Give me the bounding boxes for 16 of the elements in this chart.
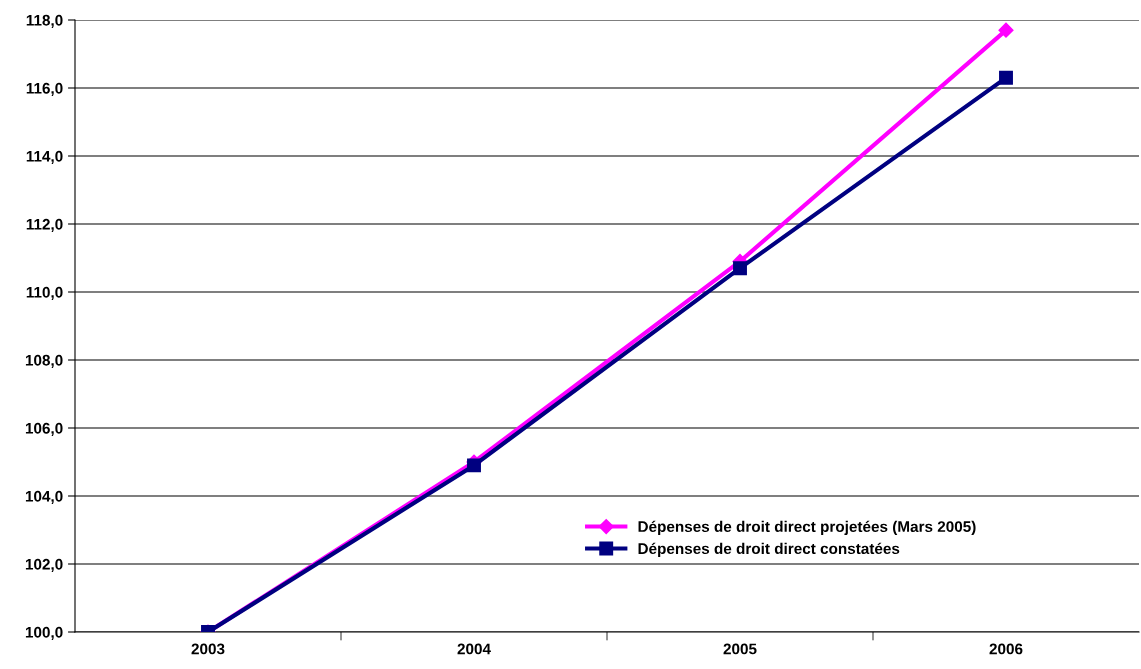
y-tick-label: 106,0 [25, 422, 63, 436]
y-tick-label: 102,0 [25, 558, 63, 572]
y-tick-label: 116,0 [26, 82, 63, 96]
y-tick-label: 100,0 [25, 626, 63, 640]
x-tick-label: 2006 [989, 643, 1023, 655]
y-tick-label: 108,0 [25, 354, 63, 368]
legend-label: Dépenses de droit direct projetées (Mars 2005) [638, 520, 976, 536]
y-tick-label: 118,0 [26, 14, 63, 28]
y-tick-label: 114,0 [26, 150, 63, 164]
y-tick-label: 112,0 [26, 218, 63, 232]
y-tick-label: 104,0 [25, 490, 63, 504]
y-tick-label: 110,0 [26, 286, 63, 300]
x-tick-label: 2003 [191, 643, 225, 655]
x-tick-label: 2005 [723, 643, 757, 655]
legend-label: Dépenses de droit direct constatées [638, 542, 900, 558]
x-tick-label: 2004 [457, 643, 491, 655]
